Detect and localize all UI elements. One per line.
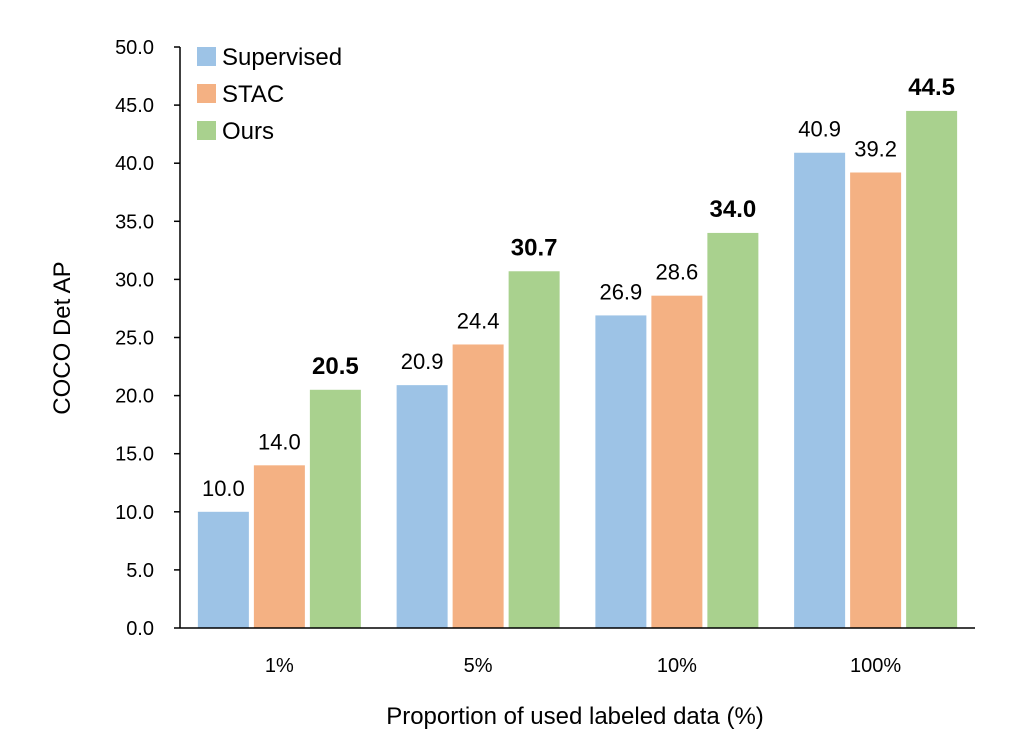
y-tick-label: 50.0 — [115, 37, 154, 59]
y-tick-label: 35.0 — [115, 211, 154, 233]
bar-supervised-0 — [197, 511, 249, 628]
data-labels: 10.0 14.0 20.5 20.9 24.4 30.7 26.9 28.6 34.0 40.9… — [202, 74, 955, 501]
legend-swatch-ours — [197, 121, 216, 140]
data-label: 40.9 — [798, 117, 841, 142]
x-tick-label: 10% — [657, 655, 697, 677]
bar-stac-2 — [651, 295, 703, 628]
legend-label-stac: STAC — [222, 81, 284, 108]
bar-ours-3 — [906, 110, 958, 628]
data-label: 30.7 — [511, 234, 558, 261]
y-tick-label: 15.0 — [115, 444, 154, 466]
x-tick-label: 1% — [265, 655, 294, 677]
bar-ours-0 — [309, 389, 361, 628]
bar-ours-2 — [707, 232, 759, 629]
y-tick-label: 25.0 — [115, 328, 154, 350]
data-label: 26.9 — [599, 279, 642, 304]
data-label: 24.4 — [457, 308, 500, 333]
y-tick-label: 30.0 — [115, 269, 154, 291]
x-axis-title: Proportion of used labeled data (%) — [386, 703, 764, 730]
data-label: 34.0 — [710, 196, 757, 223]
data-label: 10.0 — [202, 476, 245, 501]
bar-supervised-1 — [396, 385, 448, 628]
data-label: 14.0 — [258, 429, 301, 454]
data-label: 39.2 — [854, 136, 897, 161]
bar-stac-1 — [452, 344, 504, 628]
legend-swatch-stac — [197, 84, 216, 103]
bar-stac-0 — [253, 465, 305, 628]
y-tick-label: 20.0 — [115, 386, 154, 408]
data-label: 20.9 — [401, 349, 444, 374]
data-label: 28.6 — [655, 260, 698, 285]
y-tick-label: 40.0 — [115, 153, 154, 175]
x-tick-label: 100% — [850, 655, 901, 677]
bar-supervised-2 — [595, 315, 647, 628]
legend-swatch-supervised — [197, 47, 216, 66]
y-tick-label: 45.0 — [115, 95, 154, 117]
x-tick-label: 5% — [464, 655, 493, 677]
x-axis: 1% 5% 10% 100% — [180, 627, 975, 677]
bar-ours-1 — [508, 271, 560, 628]
y-tick-label: 0.0 — [126, 618, 154, 640]
bar-supervised-3 — [794, 152, 846, 628]
legend-label-supervised: Supervised — [222, 44, 342, 71]
y-tick-label: 5.0 — [126, 560, 154, 582]
y-tick-label: 10.0 — [115, 502, 154, 524]
y-axis: 0.0 5.0 10.0 15.0 20.0 25.0 30.0 35.0 40.0 45.0 50… — [115, 37, 181, 640]
bar-stac-3 — [850, 172, 902, 628]
y-axis-title: COCO Det AP — [49, 261, 76, 414]
legend-label-ours: Ours — [222, 118, 274, 145]
data-label: 20.5 — [312, 353, 359, 380]
legend: Supervised STAC Ours — [197, 44, 342, 145]
data-label: 44.5 — [908, 74, 955, 101]
bars — [197, 110, 958, 629]
